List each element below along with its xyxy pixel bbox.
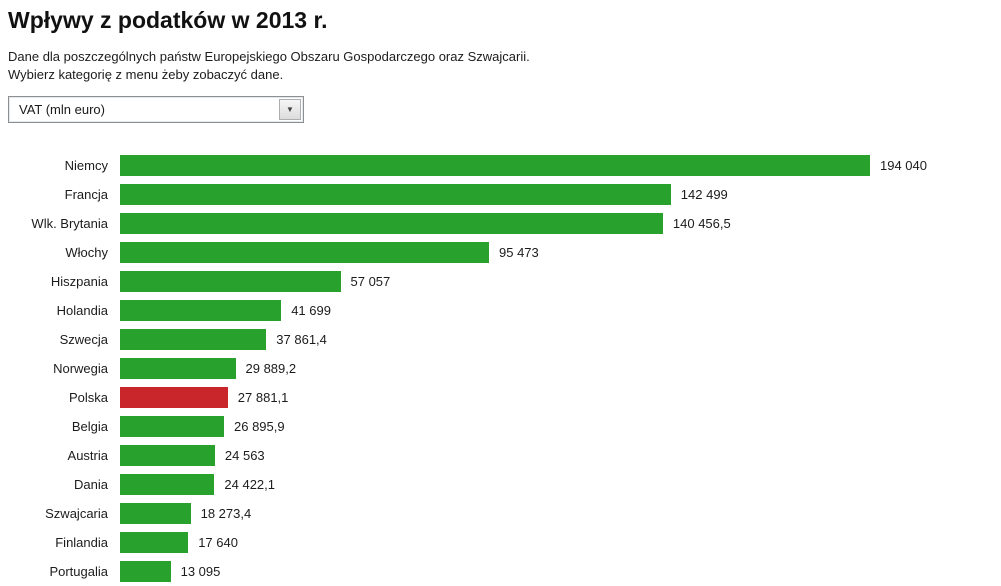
bar-track: 95 473 [120, 238, 1001, 267]
chart-bar[interactable] [120, 561, 171, 582]
category-label: Austria [67, 448, 108, 463]
bar-track: 17 640 [120, 528, 1001, 557]
chart-bar[interactable] [120, 445, 215, 466]
value-label: 27 881,1 [237, 390, 289, 405]
category-label: Niemcy [64, 158, 108, 173]
category-label: Belgia [71, 419, 108, 434]
bar-track: 24 422,1 [120, 470, 1001, 499]
bar-track: 37 861,4 [120, 325, 1001, 354]
category-select[interactable]: VAT (mln euro) ▼ [8, 96, 304, 123]
chart-row: Szwecja 37 861,4 [8, 325, 1001, 354]
value-label: 95 473 [499, 245, 539, 260]
category-label: Finlandia [55, 535, 108, 550]
chart-bar[interactable] [120, 155, 870, 176]
chart-bar[interactable] [120, 300, 282, 321]
subtitle-line-1: Dane dla poszczególnych państw Europejsk… [8, 49, 530, 64]
category-label: Francja [64, 187, 108, 202]
value-label: 140 456,5 [672, 216, 731, 231]
bar-track: 142 499 [120, 180, 1001, 209]
bar-track: 18 273,4 [120, 499, 1001, 528]
value-label: 194 040 [880, 158, 927, 173]
value-label: 24 563 [224, 448, 265, 463]
category-label: Hiszpania [50, 274, 108, 289]
chart-row: Belgia 26 895,9 [8, 412, 1001, 441]
chart-bar[interactable] [120, 532, 189, 553]
chart-row: Wlk. Brytania 140 456,5 [8, 209, 1001, 238]
chart-bar[interactable] [120, 416, 224, 437]
category-label: Dania [74, 477, 108, 492]
chart-bar[interactable] [120, 329, 267, 350]
chart-row: Szwajcaria 18 273,4 [8, 499, 1001, 528]
chart-row: Włochy 95 473 [8, 238, 1001, 267]
chart-row: Niemcy 194 040 [8, 151, 1001, 180]
chart-bar[interactable] [120, 503, 191, 524]
chevron-down-icon[interactable]: ▼ [279, 99, 301, 120]
bar-track: 140 456,5 [120, 209, 1001, 238]
chart-bar[interactable] [120, 474, 215, 495]
category-label: Włochy [65, 245, 108, 260]
value-label: 18 273,4 [200, 506, 252, 521]
chart-row: Holandia 41 699 [8, 296, 1001, 325]
bar-track: 27 881,1 [120, 383, 1001, 412]
category-label: Norwegia [53, 361, 108, 376]
value-label: 41 699 [291, 303, 331, 318]
subtitle-line-2: Wybierz kategorię z menu żeby zobaczyć d… [8, 67, 284, 82]
value-label: 24 422,1 [224, 477, 275, 492]
bar-track: 57 057 [120, 267, 1001, 296]
value-label: 57 057 [350, 274, 391, 289]
chart-bar[interactable] [120, 213, 663, 234]
chart-row: Francja 142 499 [8, 180, 1001, 209]
chart-row: Finlandia 17 640 [8, 528, 1001, 557]
bar-track: 194 040 [120, 151, 1001, 180]
chart-row: Austria 24 563 [8, 441, 1001, 470]
bar-track: 24 563 [120, 441, 1001, 470]
chart-bar[interactable] [120, 271, 341, 292]
category-label: Polska [68, 390, 108, 405]
chart-bar[interactable] [120, 358, 236, 379]
bar-track: 41 699 [120, 296, 1001, 325]
chart-row: Polska 27 881,1 [8, 383, 1001, 412]
page-title: Wpływy z podatków w 2013 r. [8, 7, 328, 33]
bar-track: 29 889,2 [120, 354, 1001, 383]
chart-row: Norwegia 29 889,2 [8, 354, 1001, 383]
category-label: Holandia [56, 303, 108, 318]
value-label: 37 861,4 [276, 332, 327, 347]
value-label: 17 640 [198, 535, 238, 550]
bar-chart: Niemcy 194 040 Francja 142 499 Wlk. Brytania… [8, 151, 1001, 586]
value-label: 142 499 [680, 187, 728, 202]
category-label: Portugalia [49, 564, 108, 579]
chart-bar[interactable] [120, 387, 228, 408]
value-label: 13 095 [180, 564, 221, 579]
bar-track: 13 095 [120, 557, 1001, 586]
chart-row: Portugalia 13 095 [8, 557, 1001, 586]
chart-bar[interactable] [120, 184, 671, 205]
category-label: Szwecja [59, 332, 108, 347]
bar-track: 26 895,9 [120, 412, 1001, 441]
value-label: 29 889,2 [245, 361, 297, 376]
chart-row: Dania 24 422,1 [8, 470, 1001, 499]
chart-bar[interactable] [120, 242, 489, 263]
value-label: 26 895,9 [234, 419, 285, 434]
category-label: Szwajcaria [45, 506, 108, 521]
category-label: Wlk. Brytania [31, 216, 108, 231]
category-select-value: VAT (mln euro) [19, 102, 105, 117]
chart-row: Hiszpania 57 057 [8, 267, 1001, 296]
